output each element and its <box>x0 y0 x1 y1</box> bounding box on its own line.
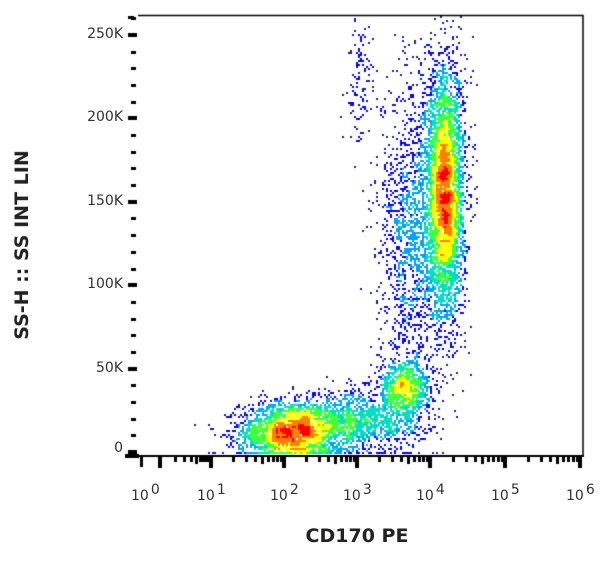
y-axis-title: SS-H :: SS INT LIN <box>11 150 33 340</box>
y-tick-label: 0 <box>114 440 123 456</box>
x-tick-label: 10 2 <box>270 482 299 504</box>
y-tick-label: 100K <box>87 276 123 293</box>
x-tick-label: 10 0 <box>131 482 160 504</box>
x-axis-title: CD170 PE <box>305 525 409 547</box>
y-tick-label: 200K <box>87 109 123 126</box>
x-tick-label: 10 6 <box>566 482 595 504</box>
x-tick-label: 10 4 <box>416 482 445 504</box>
x-tick-label: 10 5 <box>491 482 520 504</box>
y-tick-label: 250K <box>87 26 123 42</box>
y-tick-label: 150K <box>87 192 123 209</box>
x-tick-label: 10 1 <box>197 482 226 504</box>
y-tick-label: 50K <box>96 359 123 376</box>
x-tick-label: 10 3 <box>343 482 372 504</box>
